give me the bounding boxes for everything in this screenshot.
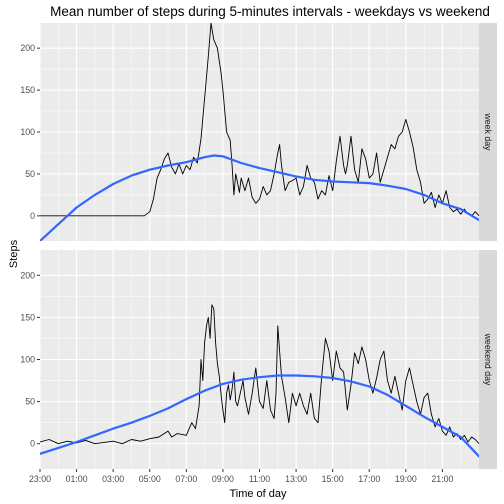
- facet-strip-label: week day: [483, 112, 493, 151]
- x-tick-label: 13:00: [285, 474, 307, 484]
- y-axis-title: Steps: [8, 239, 20, 268]
- panel-2: 0 50 100 150 200 weekend day: [20, 250, 497, 469]
- x-tick-label: 01:00: [66, 474, 88, 484]
- series-line-smooth: [40, 374, 479, 458]
- panel-1: 0 50 100 150 200 week day: [20, 23, 497, 241]
- y-tick-label: 50: [25, 397, 35, 407]
- x-tick-label: 23:00: [29, 474, 51, 484]
- x-tick-label: 19:00: [395, 474, 417, 484]
- y-tick-label: 200: [20, 43, 35, 53]
- y-tick-label: 50: [25, 169, 35, 179]
- y-tick-label: 200: [20, 270, 35, 280]
- facet-strip: [479, 23, 497, 241]
- series-line-raw: [40, 304, 479, 445]
- y-tick-label: 150: [20, 312, 35, 322]
- series-line-smooth: [40, 154, 479, 241]
- series-line-raw: [40, 23, 479, 217]
- y-tick-label: 100: [20, 127, 35, 137]
- y-tick-label: 0: [30, 211, 35, 221]
- facet-strip: [479, 250, 497, 469]
- y-tick-label: 100: [20, 355, 35, 365]
- x-axis-title: Time of day: [229, 488, 287, 500]
- chart-title: Mean number of steps during 5-minutes in…: [50, 4, 490, 19]
- panels: 0 50 100 150 200 week day 0 50 100 150 200 weekend …: [20, 23, 497, 469]
- x-axis: 23:00 01:00 03:00 05:00 07:00 09:00 11:00 13:00…: [29, 469, 454, 484]
- y-tick-label: 150: [20, 85, 35, 95]
- x-tick-label: 15:00: [322, 474, 344, 484]
- x-tick-label: 21:00: [431, 474, 453, 484]
- y-tick-label: 0: [30, 439, 35, 449]
- x-tick-label: 11:00: [249, 474, 270, 484]
- x-tick-label: 03:00: [102, 474, 124, 484]
- x-tick-label: 17:00: [358, 474, 380, 484]
- facet-strip-label: weekend day: [483, 333, 493, 386]
- x-tick-label: 09:00: [212, 474, 234, 484]
- x-tick-label: 05:00: [139, 474, 161, 484]
- x-tick-label: 07:00: [175, 474, 197, 484]
